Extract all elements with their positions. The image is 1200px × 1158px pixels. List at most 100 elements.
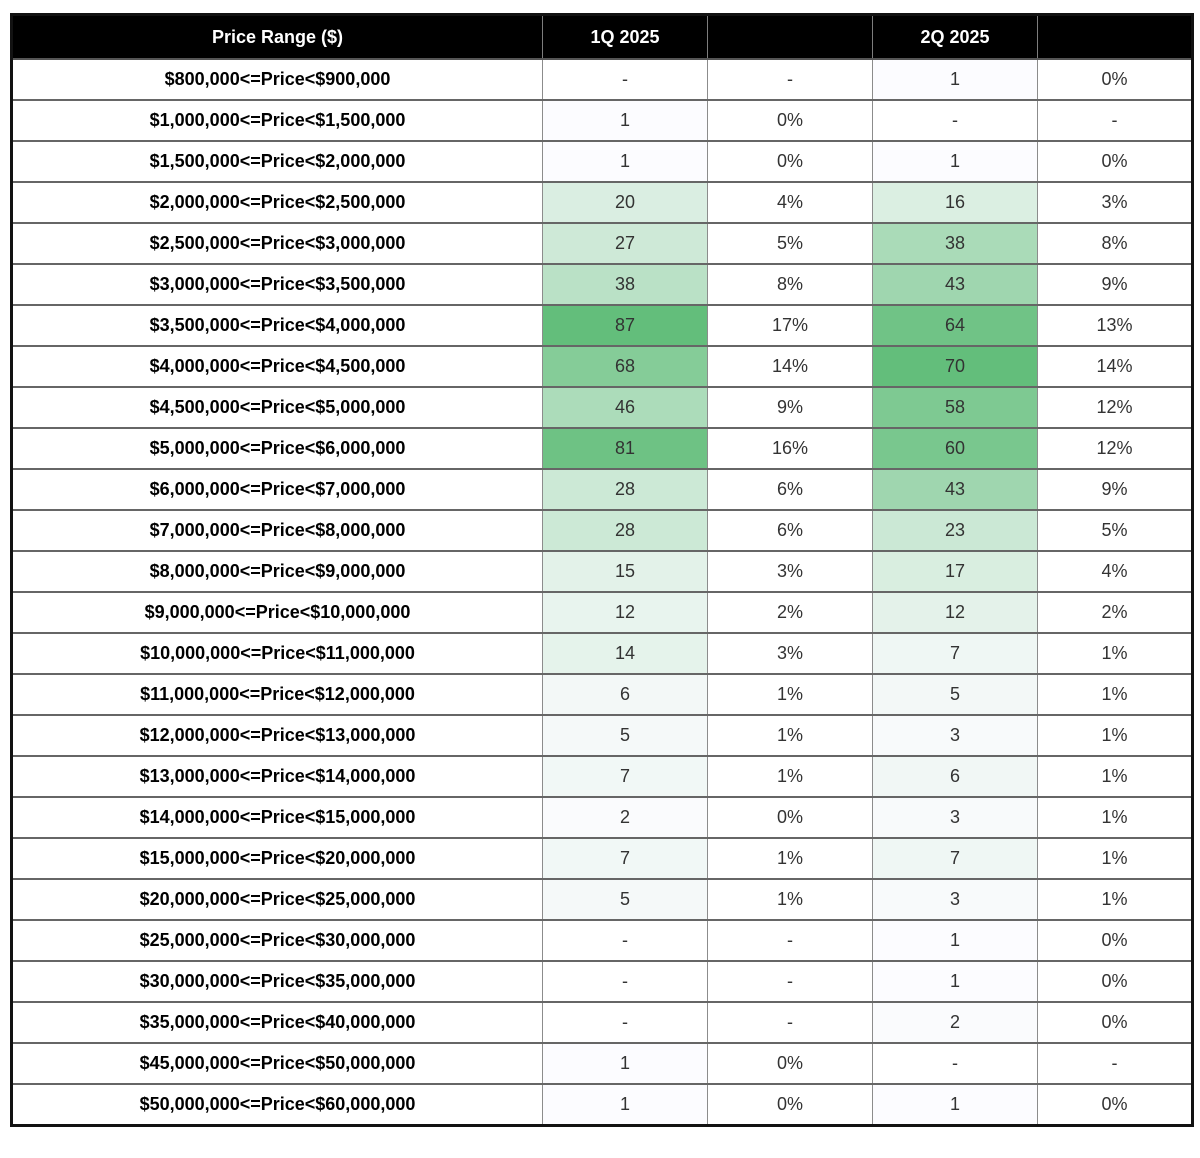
table-row: $2,000,000<=Price<$2,500,000 20 4% 16 3% (11, 181, 1193, 224)
price-range-cell: $1,500,000<=Price<$2,000,000 (11, 140, 543, 183)
q1-count-cell: 27 (542, 222, 708, 265)
price-range-cell: $11,000,000<=Price<$12,000,000 (11, 673, 543, 716)
q1-count-cell: - (542, 1001, 708, 1044)
price-range-cell: $12,000,000<=Price<$13,000,000 (11, 714, 543, 757)
q2-percent-cell: 1% (1037, 632, 1193, 675)
q2-count-cell: 3 (872, 878, 1038, 921)
q1-percent-cell: 6% (707, 468, 873, 511)
table-row: $3,500,000<=Price<$4,000,000 87 17% 64 13% (11, 304, 1193, 347)
q1-percent-cell: 1% (707, 673, 873, 716)
table-row: $9,000,000<=Price<$10,000,000 12 2% 12 2% (11, 591, 1193, 634)
q1-count-cell: - (542, 960, 708, 1003)
q2-count-cell: 58 (872, 386, 1038, 429)
q1-percent-cell: 17% (707, 304, 873, 347)
price-range-cell: $2,000,000<=Price<$2,500,000 (11, 181, 543, 224)
q1-percent-cell: 3% (707, 632, 873, 675)
q2-percent-cell: 0% (1037, 58, 1193, 101)
price-range-cell: $3,000,000<=Price<$3,500,000 (11, 263, 543, 306)
q1-count-cell: 87 (542, 304, 708, 347)
q1-count-cell: 28 (542, 468, 708, 511)
q1-percent-cell: 0% (707, 99, 873, 142)
q2-count-cell: 6 (872, 755, 1038, 798)
q2-count-cell: 43 (872, 468, 1038, 511)
price-range-cell: $4,500,000<=Price<$5,000,000 (11, 386, 543, 429)
q2-percent-cell: 0% (1037, 919, 1193, 962)
q1-count-cell: 1 (542, 140, 708, 183)
q1-count-cell: 7 (542, 755, 708, 798)
table-row: $1,500,000<=Price<$2,000,000 1 0% 1 0% (11, 140, 1193, 183)
price-range-cell: $45,000,000<=Price<$50,000,000 (11, 1042, 543, 1085)
table-row: $15,000,000<=Price<$20,000,000 7 1% 7 1% (11, 837, 1193, 880)
q1-count-cell: 38 (542, 263, 708, 306)
q1-percent-cell: 1% (707, 714, 873, 757)
q2-percent-cell: 1% (1037, 837, 1193, 880)
q2-percent-cell: 13% (1037, 304, 1193, 347)
table-row: $5,000,000<=Price<$6,000,000 81 16% 60 12% (11, 427, 1193, 470)
price-range-cell: $3,500,000<=Price<$4,000,000 (11, 304, 543, 347)
price-range-cell: $35,000,000<=Price<$40,000,000 (11, 1001, 543, 1044)
table-row: $2,500,000<=Price<$3,000,000 27 5% 38 8% (11, 222, 1193, 265)
price-range-cell: $800,000<=Price<$900,000 (11, 58, 543, 101)
q1-percent-cell: - (707, 919, 873, 962)
table-row: $8,000,000<=Price<$9,000,000 15 3% 17 4% (11, 550, 1193, 593)
q1-percent-cell: 3% (707, 550, 873, 593)
q1-percent-cell: 4% (707, 181, 873, 224)
q2-count-cell: 17 (872, 550, 1038, 593)
q2-count-cell: 64 (872, 304, 1038, 347)
table-row: $12,000,000<=Price<$13,000,000 5 1% 3 1% (11, 714, 1193, 757)
table-row: $13,000,000<=Price<$14,000,000 7 1% 6 1% (11, 755, 1193, 798)
q2-percent-cell: 5% (1037, 509, 1193, 552)
table-row: $25,000,000<=Price<$30,000,000- -1 0% (11, 919, 1193, 962)
q2-percent-cell: 2% (1037, 591, 1193, 634)
q2-percent-cell: 12% (1037, 427, 1193, 470)
q1-count-cell: - (542, 919, 708, 962)
price-range-cell: $8,000,000<=Price<$9,000,000 (11, 550, 543, 593)
q2-percent-cell: - (1037, 99, 1193, 142)
table-row: $3,000,000<=Price<$3,500,000 38 8% 43 9% (11, 263, 1193, 306)
q2-count-cell: 70 (872, 345, 1038, 388)
q1-count-cell: - (542, 58, 708, 101)
q2-percent-cell: 1% (1037, 878, 1193, 921)
q2-count-cell: 60 (872, 427, 1038, 470)
q2-count-cell: 7 (872, 632, 1038, 675)
q1-count-cell: 1 (542, 99, 708, 142)
q2-count-cell: 1 (872, 58, 1038, 101)
q2-count-cell: 1 (872, 960, 1038, 1003)
table-row: $4,000,000<=Price<$4,500,000 68 14% 70 14% (11, 345, 1193, 388)
q2-percent-cell: 0% (1037, 960, 1193, 1003)
q1-count-cell: 68 (542, 345, 708, 388)
q1-percent-cell: 14% (707, 345, 873, 388)
q2-count-cell: 2 (872, 1001, 1038, 1044)
table-row: $800,000<=Price<$900,000- -1 0% (11, 58, 1193, 101)
price-range-table: Price Range ($) 1Q 2025 2Q 2025 $800,000… (10, 13, 1194, 1127)
q1-count-cell: 28 (542, 509, 708, 552)
q2-percent-cell: 9% (1037, 468, 1193, 511)
price-range-cell: $20,000,000<=Price<$25,000,000 (11, 878, 543, 921)
header-1q-2025: 1Q 2025 (542, 14, 708, 60)
header-price-range: Price Range ($) (11, 14, 543, 60)
header-1q-percent-empty (707, 14, 873, 60)
q2-count-cell: 1 (872, 919, 1038, 962)
q1-count-cell: 20 (542, 181, 708, 224)
q1-count-cell: 7 (542, 837, 708, 880)
q2-percent-cell: 9% (1037, 263, 1193, 306)
q1-percent-cell: - (707, 1001, 873, 1044)
table-row: $6,000,000<=Price<$7,000,000 28 6% 43 9% (11, 468, 1193, 511)
price-range-cell: $30,000,000<=Price<$35,000,000 (11, 960, 543, 1003)
q1-percent-cell: 1% (707, 837, 873, 880)
table-row: $20,000,000<=Price<$25,000,000 5 1% 3 1% (11, 878, 1193, 921)
q1-count-cell: 1 (542, 1083, 708, 1127)
q1-percent-cell: - (707, 960, 873, 1003)
q1-percent-cell: 5% (707, 222, 873, 265)
price-range-cell: $5,000,000<=Price<$6,000,000 (11, 427, 543, 470)
q1-count-cell: 5 (542, 714, 708, 757)
q2-count-cell: 5 (872, 673, 1038, 716)
price-range-cell: $10,000,000<=Price<$11,000,000 (11, 632, 543, 675)
table-row: $7,000,000<=Price<$8,000,000 28 6% 23 5% (11, 509, 1193, 552)
q2-count-cell: 38 (872, 222, 1038, 265)
q1-percent-cell: 0% (707, 1083, 873, 1127)
q2-percent-cell: 8% (1037, 222, 1193, 265)
q2-count-cell: 16 (872, 181, 1038, 224)
q2-count-cell: 23 (872, 509, 1038, 552)
table-row: $1,000,000<=Price<$1,500,000 1 0% - - (11, 99, 1193, 142)
